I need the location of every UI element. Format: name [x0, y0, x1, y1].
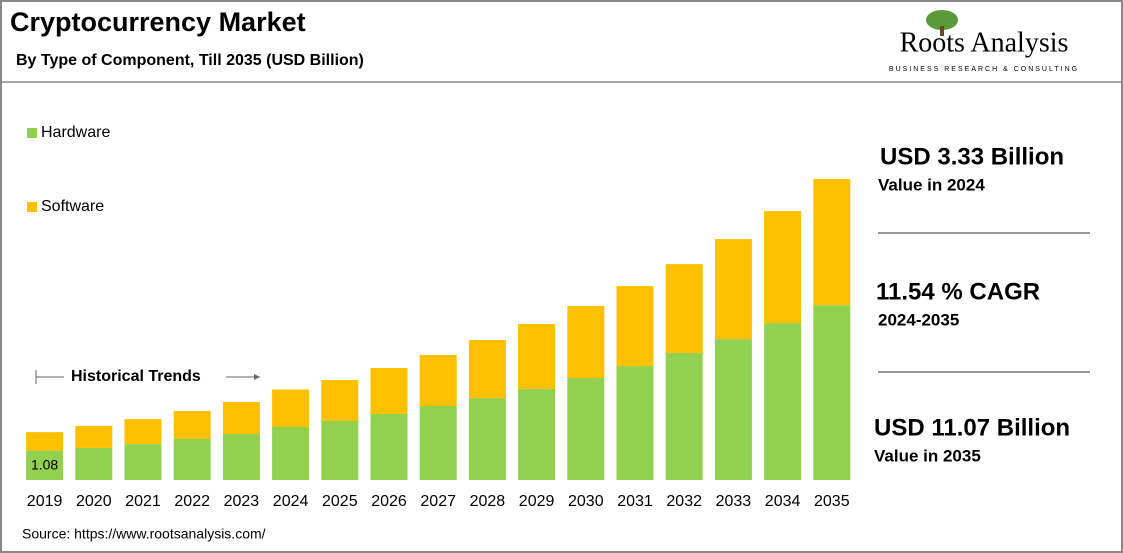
x-tick-label: 2021: [125, 493, 161, 510]
bar-segment: [813, 305, 851, 480]
bar-segment: [75, 447, 113, 480]
bar-segment: [665, 353, 703, 480]
logo-trunk: [940, 26, 944, 36]
bar-segment: [419, 354, 457, 407]
stat-value: USD 11.07 Billion: [874, 414, 1070, 441]
x-tick-label: 2030: [568, 493, 604, 510]
bar-segment: [75, 425, 113, 448]
bar-segment: [518, 323, 556, 389]
x-tick-label: 2032: [666, 493, 702, 510]
bar-segment: [468, 398, 506, 480]
x-tick-label: 2035: [814, 493, 850, 510]
bar-segment: [321, 420, 359, 480]
stat-label: Value in 2024: [878, 175, 985, 194]
bar-segment: [370, 413, 408, 480]
x-tick-label: 2019: [27, 493, 63, 510]
annotation-arrowhead: [254, 374, 260, 380]
stat-label: 2024-2035: [878, 310, 959, 329]
bar-segment: [518, 388, 556, 480]
logo-name: Roots Analysis: [900, 27, 1069, 58]
bar-segment: [124, 419, 162, 445]
bar-segment: [321, 379, 359, 421]
bar-segment: [616, 286, 654, 367]
x-tick-label: 2025: [322, 493, 358, 510]
bar-segment: [813, 179, 851, 306]
bar-segment: [567, 305, 605, 379]
bar-segment: [419, 406, 457, 480]
bar-segment: [222, 434, 260, 480]
legend-label: Software: [41, 198, 104, 215]
chart-title: Cryptocurrency Market: [10, 7, 306, 37]
bar-segment: [616, 366, 654, 480]
annotation: Historical Trends: [35, 368, 260, 385]
annotation-text: Historical Trends: [71, 368, 201, 385]
x-tick-label: 2027: [420, 493, 456, 510]
bar-segment: [272, 389, 310, 427]
bar-segment: [26, 432, 64, 451]
bar-segment: [714, 339, 752, 480]
stat-value: 11.54 % CAGR: [876, 278, 1040, 305]
x-tick-label: 2031: [617, 493, 653, 510]
x-tick-label: 2024: [273, 493, 309, 510]
bar-segment: [124, 444, 162, 480]
bar-segment: [370, 367, 408, 414]
logo: Roots Analysis BUSINESS RESEARCH & CONSU…: [889, 10, 1079, 73]
bar-segment: [173, 438, 211, 480]
x-tick-label: 2022: [174, 493, 210, 510]
legend-swatch: [27, 128, 37, 138]
bar-segment: [714, 239, 752, 340]
bar-segment: [222, 401, 260, 435]
x-tick-label: 2034: [765, 493, 801, 510]
bar-segment: [468, 339, 506, 399]
x-tick-label: 2023: [224, 493, 260, 510]
x-tick-label: 2029: [519, 493, 555, 510]
bar-segment: [173, 410, 211, 439]
logo-tagline: BUSINESS RESEARCH & CONSULTING: [889, 66, 1079, 73]
chart-subtitle: By Type of Component, Till 2035 (USD Bil…: [16, 52, 364, 69]
bar-segment: [567, 378, 605, 480]
bar-segment: [26, 450, 64, 480]
logo-tree: [926, 10, 958, 30]
source: Source: https://www.rootsanalysis.com/: [22, 526, 266, 542]
x-tick-label: 2020: [76, 493, 112, 510]
legend-swatch: [27, 202, 37, 212]
stat-label: Value in 2035: [874, 446, 981, 465]
bar-segment: [272, 426, 310, 480]
data-label: 1.08: [31, 457, 58, 473]
legend-label: Hardware: [41, 124, 110, 141]
bar-segment: [665, 264, 703, 354]
bar-segment: [764, 323, 802, 480]
x-tick-label: 2026: [371, 493, 407, 510]
stat-value: USD 3.33 Billion: [880, 143, 1064, 170]
x-tick-label: 2033: [716, 493, 752, 510]
x-tick-label: 2028: [470, 493, 506, 510]
bar-segment: [764, 211, 802, 324]
